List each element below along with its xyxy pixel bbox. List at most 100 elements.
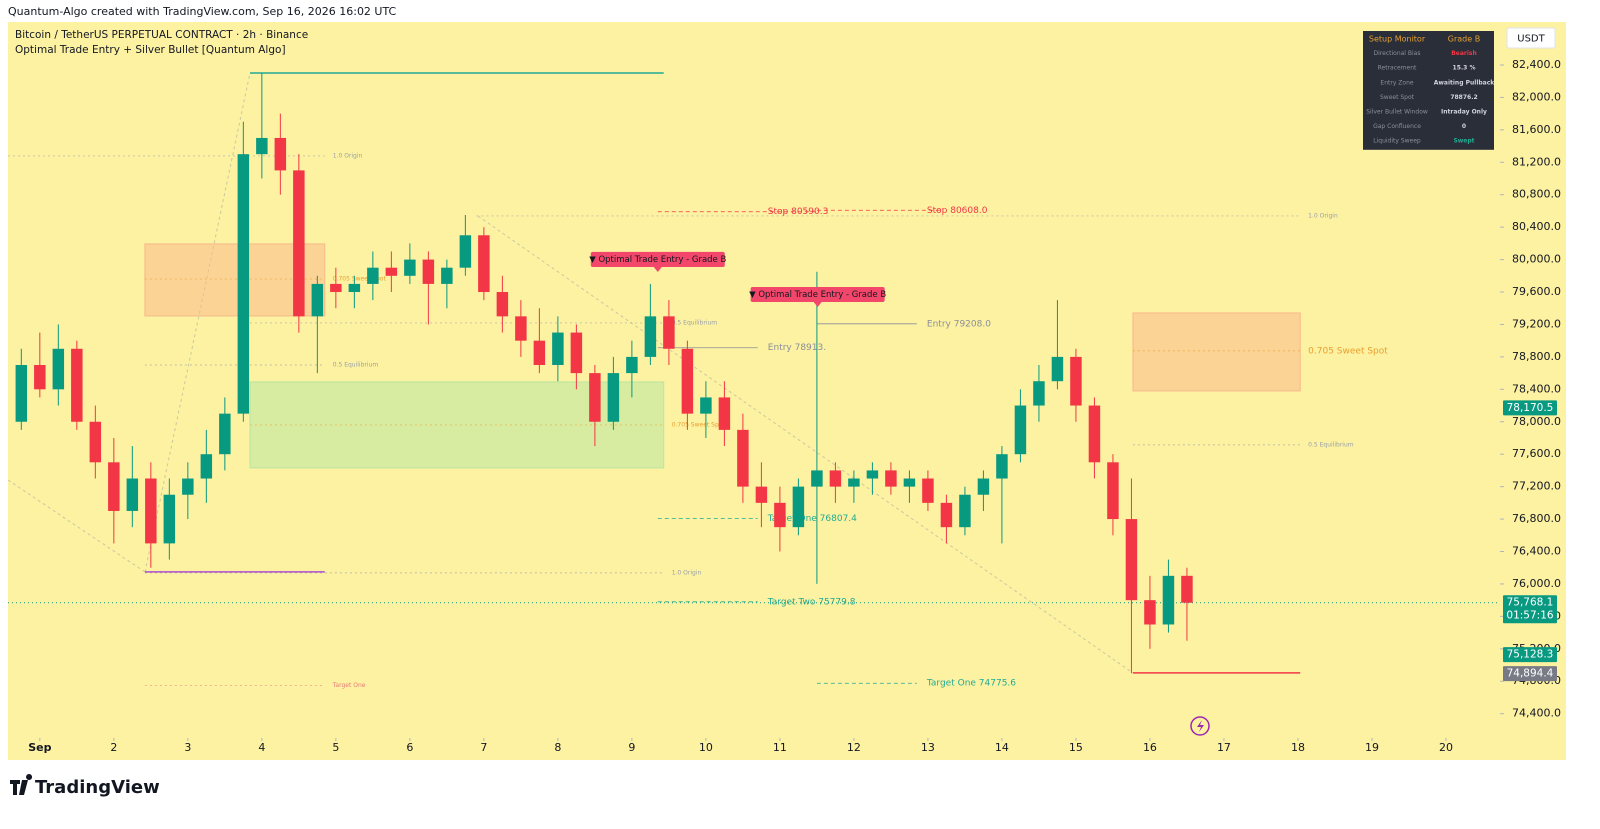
currency-box — [1506, 27, 1556, 49]
candle-body — [700, 397, 712, 414]
brand-name: TradingView — [35, 777, 160, 798]
candle-body — [977, 478, 990, 495]
x-tick-label: 12 — [847, 741, 861, 754]
x-tick-label: Sep — [28, 741, 51, 754]
x-tick-label: 7 — [480, 741, 487, 754]
x-tick-label: 10 — [699, 741, 713, 754]
candle-body — [940, 502, 953, 528]
price-badge-label: 75,768.1 — [1507, 597, 1554, 609]
fib-label: 0.705 Sweet Spot — [1308, 346, 1388, 356]
candle-body — [589, 373, 601, 422]
candle-body — [441, 267, 453, 284]
candle-body — [959, 494, 971, 528]
x-tick-label: 18 — [1291, 741, 1305, 754]
event-icon[interactable] — [1190, 716, 1210, 736]
candle-body — [1107, 462, 1119, 520]
setup-row-label: Entry Zone — [1380, 79, 1413, 86]
y-tick-label: 76,000.0 — [1512, 577, 1561, 590]
price-badge — [1503, 647, 1557, 663]
y-tick-label: 77,600.0 — [1512, 447, 1561, 460]
price-badge — [1503, 595, 1557, 624]
setup-row-value: 15.3 % — [1453, 65, 1476, 72]
x-tick-label: 15 — [1069, 741, 1083, 754]
candle-body — [718, 397, 731, 430]
candle-body — [792, 486, 805, 528]
fib-label: 1.0 Origin — [333, 152, 363, 159]
signal-pointer — [813, 301, 822, 307]
y-tick-label: 78,800.0 — [1512, 350, 1561, 363]
y-tick-label: 82,400.0 — [1512, 58, 1561, 71]
y-tick-label: 81,600.0 — [1512, 123, 1561, 136]
candle-body — [237, 154, 250, 414]
candle-body — [34, 364, 46, 390]
trade-level-label: Target One 76807.4 — [767, 514, 857, 524]
x-tick-label: 3 — [184, 741, 191, 754]
trade-level-label: Entry 79208.0 — [927, 319, 991, 329]
candle-body — [219, 413, 231, 455]
candle-body — [71, 348, 83, 422]
setup-row-label: Retracement — [1378, 65, 1417, 72]
candle-body — [1070, 356, 1082, 406]
candle-body — [829, 470, 842, 487]
y-tick-label: 82,000.0 — [1512, 90, 1561, 103]
x-tick-label: 19 — [1365, 741, 1379, 754]
x-tick-label: 14 — [995, 741, 1009, 754]
header: Quantum-Algo created with TradingView.co… — [8, 5, 397, 18]
x-tick-label: 2 — [110, 741, 117, 754]
candle-body — [459, 235, 472, 268]
trade-level-label: Target One 74775.6 — [926, 679, 1016, 689]
setup-row-label: Gap Confluence — [1373, 123, 1421, 130]
x-tick-label: 9 — [628, 741, 635, 754]
currency-label: USDT — [1517, 34, 1545, 45]
candle-body — [496, 292, 509, 317]
candle-body — [811, 470, 823, 487]
x-tick-label: 17 — [1217, 741, 1231, 754]
signal-label: ▼ Optimal Trade Entry - Grade B — [749, 290, 886, 300]
candle-body — [145, 478, 157, 544]
signal: ▼ Optimal Trade Entry - Grade B — [589, 251, 726, 272]
signal-box — [750, 286, 885, 302]
candle-body — [515, 316, 527, 341]
setup-row-value: Intraday Only — [1441, 109, 1487, 116]
candle-body — [737, 429, 749, 487]
candle-body — [681, 348, 694, 414]
setup-row-label: Silver Bullet Window — [1366, 109, 1428, 116]
y-tick-label: 80,000.0 — [1512, 253, 1561, 266]
setup-row-value: Swept — [1453, 138, 1474, 145]
fib-label: 0.705 Sweet Spot — [333, 276, 387, 283]
candle-body — [293, 170, 305, 317]
candle-body — [663, 316, 675, 349]
fib-label: 0.705 Sweet Spot — [672, 421, 726, 428]
setup-monitor-bg — [1363, 31, 1494, 150]
candle-body — [348, 283, 361, 293]
candle-body — [774, 502, 786, 528]
swing-line — [477, 215, 1134, 674]
candle-body — [385, 267, 398, 276]
candle-body — [404, 259, 416, 276]
y-tick-label: 79,200.0 — [1512, 317, 1561, 330]
y-tick-label: 79,600.0 — [1512, 285, 1561, 298]
candle-body — [626, 356, 638, 374]
trade-level-label: Stop 80608.0 — [927, 206, 988, 216]
candle-body — [1088, 405, 1101, 463]
y-tick-label: 74,400.0 — [1512, 707, 1561, 720]
y-tick-label: 78,400.0 — [1512, 382, 1561, 395]
signal: ▼ Optimal Trade Entry - Grade B — [749, 286, 886, 307]
candle-body — [367, 267, 379, 284]
candle-body — [552, 332, 564, 365]
setup-row-label: Sweet Spot — [1380, 94, 1415, 101]
candle-body — [52, 348, 65, 390]
swing-line — [144, 72, 251, 573]
y-tick-label: 76,400.0 — [1512, 544, 1561, 557]
y-tick-label: 76,800.0 — [1512, 512, 1561, 525]
candle-body — [1051, 356, 1064, 382]
candle-body — [311, 283, 324, 317]
setup-row-label: Directional Bias — [1374, 50, 1421, 57]
candle-body — [922, 478, 934, 503]
x-tick-label: 13 — [921, 741, 935, 754]
candle-body — [848, 478, 860, 487]
candle-body — [200, 454, 213, 479]
price-badge — [1503, 666, 1557, 682]
